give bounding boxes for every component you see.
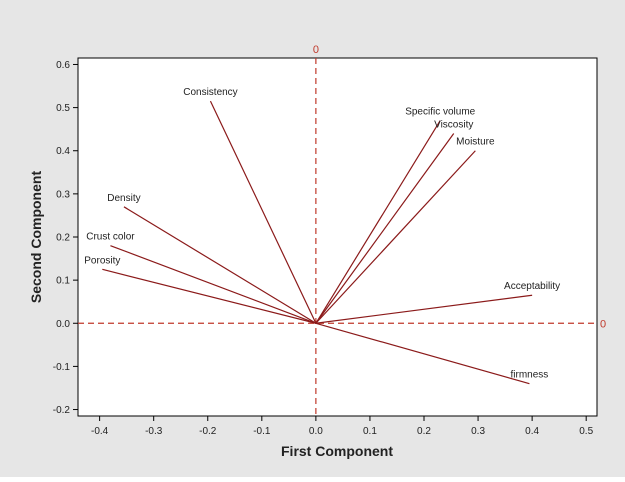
y-tick-label: 0.6 — [56, 60, 70, 71]
x-axis-label: First Component — [281, 443, 393, 459]
horizontal-reference-label: 0 — [600, 318, 606, 330]
x-tick-label: -0.2 — [199, 426, 217, 437]
vector-label: firmness — [511, 370, 549, 381]
vertical-reference-label: 0 — [313, 44, 319, 56]
x-tick-label: 0.3 — [471, 426, 485, 437]
vector-line — [102, 268, 317, 324]
vector-label: Density — [107, 193, 140, 204]
vector-label: Consistency — [183, 87, 237, 98]
x-tick-label: 0.4 — [525, 426, 539, 437]
vector-label: Moisture — [456, 137, 495, 148]
vector-line — [315, 133, 455, 324]
x-tick-label: 0.5 — [579, 426, 593, 437]
x-tick-label: 0.2 — [417, 426, 431, 437]
vector-label: Acceptability — [504, 281, 560, 292]
x-tick-label: -0.4 — [91, 426, 109, 437]
vector-label: Crust color — [86, 232, 135, 243]
reference-lines: 00 — [78, 44, 606, 416]
vector-line — [110, 245, 317, 324]
y-tick-label: 0.3 — [56, 189, 70, 200]
x-tick-label: 0.1 — [363, 426, 377, 437]
y-axis-ticks: -0.2 -0.1 0.0 0.1 0.2 0.3 0.4 0.5 0.6 — [53, 60, 78, 416]
y-tick-label: 0.2 — [56, 233, 70, 244]
x-tick-label: 0.0 — [309, 426, 323, 437]
vector-line — [315, 150, 476, 324]
vector-line — [315, 294, 533, 324]
x-tick-label: -0.3 — [145, 426, 163, 437]
y-tick-label: 0.1 — [56, 276, 70, 287]
plot-area — [77, 57, 598, 417]
vector-label: Porosity — [84, 255, 120, 266]
vector-line — [315, 322, 530, 385]
vector-line — [123, 206, 317, 324]
x-axis-ticks: -0.4 -0.3 -0.2 -0.1 0.0 0.1 0.2 0.3 0.4 0.5 — [91, 416, 594, 437]
y-tick-label: 0.0 — [56, 319, 70, 330]
y-tick-label: -0.2 — [53, 405, 71, 416]
y-tick-label: 0.5 — [56, 103, 70, 114]
vector-label: Viscosity — [434, 119, 473, 130]
y-axis-label: Second Component — [28, 171, 44, 304]
vector-line — [209, 100, 317, 324]
x-tick-label: -0.1 — [253, 426, 271, 437]
vector-label: Specific volume — [405, 107, 475, 118]
y-tick-label: 0.4 — [56, 146, 70, 157]
loading-vectors: Consistency Density Crust color Porosity Spe… — [84, 87, 560, 385]
y-tick-label: -0.1 — [53, 362, 71, 373]
vector-line — [315, 120, 441, 324]
